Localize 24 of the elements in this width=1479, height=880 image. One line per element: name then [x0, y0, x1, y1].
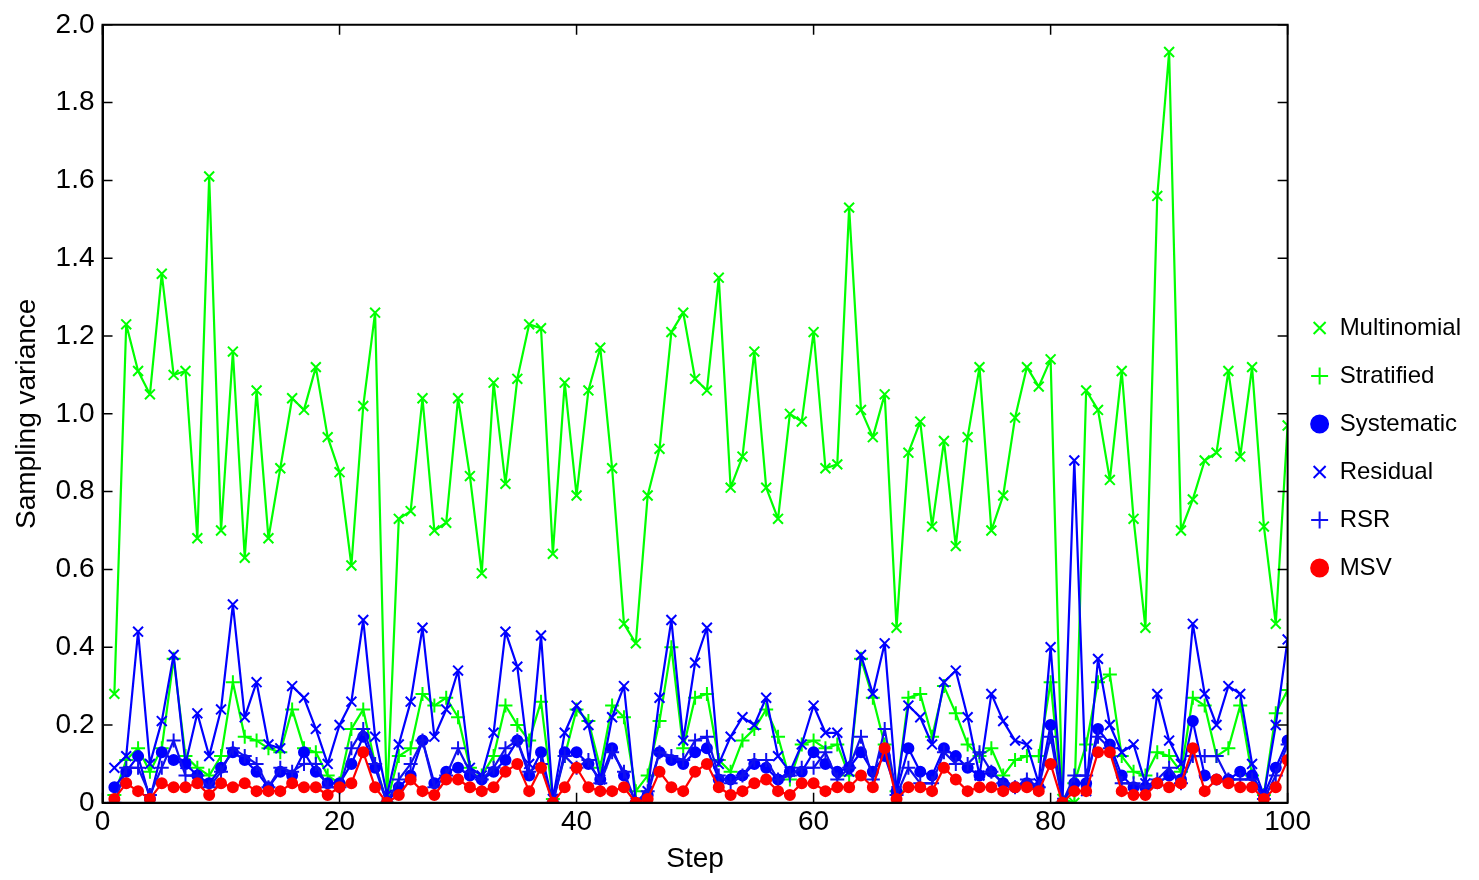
legend-label: Residual — [1339, 456, 1434, 484]
y-tick-label: 1.8 — [55, 85, 95, 117]
y-tick-label: 0.8 — [55, 474, 95, 506]
legend-label: MSV — [1339, 552, 1392, 580]
legend-label: RSR — [1339, 504, 1391, 532]
y-tick-label: 1.2 — [55, 318, 95, 350]
y-tick-label: 0 — [78, 785, 95, 817]
y-tick-label: 2.0 — [55, 7, 95, 39]
y-tick-label: 1.4 — [55, 240, 95, 272]
x-tick-label: 60 — [798, 805, 830, 837]
y-tick-label: 0.2 — [55, 707, 95, 739]
legend-label: Multinomial — [1339, 312, 1461, 340]
legend-label: Systematic — [1339, 408, 1457, 436]
y-tick-label: 1.6 — [55, 163, 95, 195]
y-tick-label: 1.0 — [55, 396, 95, 428]
y-axis-title: Sampling variance — [9, 298, 41, 529]
x-tick-label: 20 — [323, 805, 356, 837]
x-tick-label: 80 — [1035, 805, 1067, 837]
x-tick-label: 100 — [1264, 805, 1311, 837]
y-tick-label: 0.4 — [55, 629, 95, 661]
y-tick-label: 0.6 — [55, 552, 95, 584]
x-tick-label: 40 — [560, 805, 593, 837]
legend-label: Stratified — [1339, 360, 1435, 388]
x-axis-title: Step — [666, 841, 724, 873]
